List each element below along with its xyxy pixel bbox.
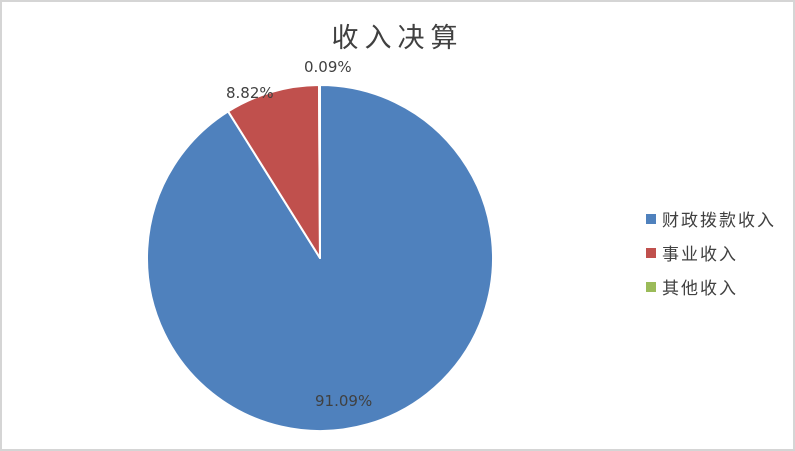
legend-swatch-blue-icon <box>646 213 656 224</box>
legend-item-other-income[interactable]: 其他收入 <box>646 274 776 299</box>
data-label-business-income: 8.82% <box>226 84 274 102</box>
legend-label-other-income: 其他收入 <box>662 279 738 299</box>
pie-slice-2[interactable] <box>227 84 321 259</box>
legend-label-fiscal-appropriation: 财政拨款收入 <box>662 211 776 231</box>
pie-slice-3[interactable] <box>318 83 321 259</box>
legend: 财政拨款收入 事业收入 其他收入 <box>646 206 776 299</box>
legend-item-fiscal-appropriation[interactable]: 财政拨款收入 <box>646 206 776 231</box>
legend-swatch-green-icon <box>646 281 656 292</box>
pie-chart <box>146 83 495 432</box>
legend-label-business-income: 事业收入 <box>662 245 738 265</box>
data-label-fiscal-appropriation: 91.09% <box>315 392 373 410</box>
pie-chart-area <box>145 83 495 433</box>
chart-title: 收入决算 <box>331 23 464 54</box>
legend-swatch-red-icon <box>646 247 656 258</box>
legend-item-business-income[interactable]: 事业收入 <box>646 240 776 265</box>
data-label-other-income: 0.09% <box>304 58 352 76</box>
